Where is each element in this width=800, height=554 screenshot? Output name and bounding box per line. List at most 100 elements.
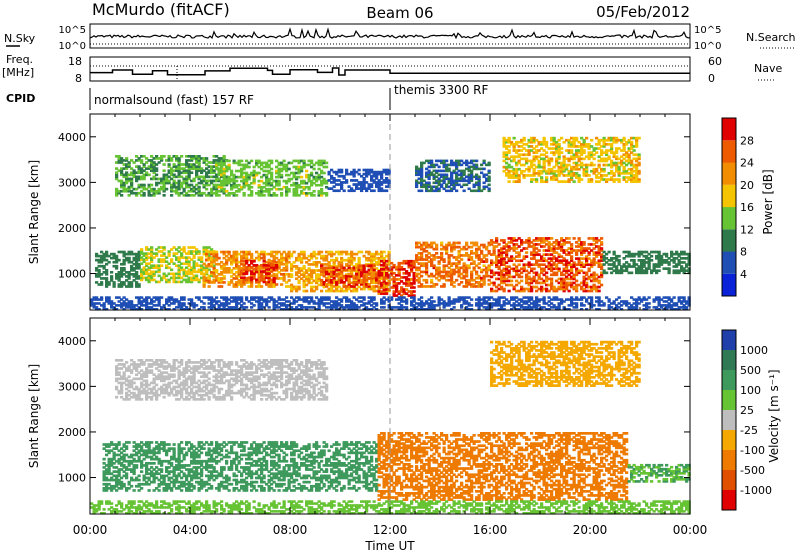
power-echo-cell (352, 285, 356, 288)
power-echo-cell (250, 283, 254, 286)
power-echo-cell (447, 266, 451, 270)
power-echo-cell (175, 258, 179, 261)
power-echo-cell (195, 278, 199, 282)
power-echo-cell (425, 258, 429, 261)
power-echo-cell (397, 274, 401, 277)
power-echo-cell (635, 252, 639, 256)
power-echo-cell (277, 262, 281, 266)
power-echo-cell (357, 268, 361, 272)
power-echo-cell (597, 259, 601, 263)
power-echo-cell (367, 285, 371, 288)
power-echo-cell (265, 276, 269, 280)
power-echo-cell (270, 173, 274, 177)
power-echo-cell (527, 283, 531, 287)
power-echo-cell (477, 262, 481, 265)
power-echo-cell (225, 190, 229, 193)
power-echo-cell (172, 155, 176, 158)
power-echo-cell (377, 263, 381, 266)
power-echo-cell (655, 250, 659, 254)
power-echo-cell (387, 282, 391, 285)
power-echo-cell (357, 271, 361, 274)
power-echo-cell (295, 181, 299, 185)
power-echo-cell (412, 261, 416, 265)
power-echo-cell (500, 277, 504, 281)
power-echo-cell (187, 171, 191, 175)
power-echo-cell (140, 270, 144, 274)
power-echo-cell (612, 261, 616, 264)
power-echo-cell (412, 294, 416, 297)
power-echo-cell (242, 183, 246, 187)
power-echo-cell (242, 194, 246, 197)
power-echo-cell (187, 177, 191, 181)
power-echo-cell (512, 263, 516, 267)
power-echo-cell (297, 165, 301, 169)
power-echo-cell (490, 239, 494, 242)
power-echo-cell (152, 167, 156, 170)
power-echo-cell (405, 270, 409, 273)
power-echo-cell (522, 255, 526, 258)
power-echo-cell (325, 250, 329, 254)
power-echo-cell (647, 252, 651, 256)
power-echo-cell (157, 280, 161, 284)
power-echo-cell (232, 260, 236, 264)
power-echo-cell (502, 289, 506, 293)
power-echo-cell (412, 276, 416, 279)
power-echo-cell (212, 252, 216, 256)
power-echo-cell (297, 285, 301, 289)
power-echo-cell (590, 178, 594, 181)
power-echo-cell (560, 277, 564, 281)
power-echo-cell (617, 254, 621, 258)
power-echo-cell (657, 252, 661, 256)
power-echo-cell (422, 270, 426, 274)
power-echo-cell (117, 161, 121, 164)
power-echo-cell (670, 250, 674, 254)
power-echo-cell (122, 181, 126, 185)
power-echo-cell (122, 189, 126, 193)
power-echo-cell (555, 243, 559, 246)
power-echo-cell (372, 174, 376, 178)
power-echo-cell (140, 177, 144, 181)
power-echo-cell (195, 276, 199, 280)
power-echo-cell (350, 274, 354, 278)
power-echo-cell (197, 278, 201, 282)
power-echo-cell (542, 237, 546, 240)
power-echo-cell (482, 274, 486, 278)
power-echo-cell (220, 277, 224, 280)
power-echo-cell (195, 252, 199, 255)
power-echo-cell (132, 256, 136, 260)
power-echo-cell (267, 280, 271, 284)
power-echo-cell (265, 183, 269, 187)
power-echo-cell (615, 254, 619, 258)
power-echo-cell (347, 189, 351, 193)
power-echo-cell (470, 272, 474, 276)
power-echo-cell (225, 167, 229, 170)
power-echo-cell (197, 157, 201, 160)
power-echo-cell (195, 175, 199, 179)
power-echo-cell (545, 287, 549, 291)
power-echo-cell (122, 159, 126, 162)
power-echo-cell (615, 265, 619, 268)
power-echo-cell (347, 285, 351, 289)
power-echo-cell (417, 266, 421, 270)
power-echo-cell (230, 258, 234, 262)
power-echo-cell (162, 272, 166, 276)
power-echo-cell (165, 175, 169, 179)
power-echo-cell (327, 170, 331, 174)
power-echo-cell (442, 283, 446, 286)
power-echo-cell (562, 249, 566, 252)
power-echo-cell (332, 177, 336, 180)
power-echo-cell (337, 268, 341, 272)
power-echo-cell (220, 159, 224, 162)
power-echo-cell (195, 161, 199, 164)
power-echo-cell (227, 167, 231, 171)
power-echo-cell (367, 172, 371, 176)
power-echo-cell (342, 174, 346, 178)
power-echo-cell (390, 270, 394, 273)
power-echo-cell (205, 264, 209, 268)
power-echo-cell (427, 177, 431, 181)
power-echo-cell (420, 181, 424, 185)
power-echo-cell (567, 269, 571, 273)
power-echo-cell (230, 256, 234, 260)
power-echo-cell (345, 181, 349, 184)
power-echo-cell (562, 269, 566, 273)
